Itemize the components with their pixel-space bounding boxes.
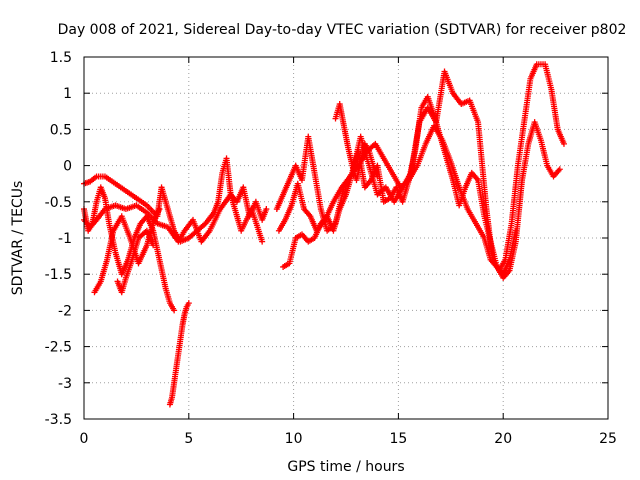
data-point <box>512 227 519 234</box>
y-axis-label: SDTVAR / TECUs <box>10 181 26 296</box>
y-tick-label: -1 <box>58 231 72 247</box>
grid-lines <box>84 57 608 419</box>
data-point <box>171 307 178 314</box>
y-tick-label: 0 <box>63 159 72 175</box>
x-tick-label: 25 <box>599 431 617 447</box>
chart-title: Day 008 of 2021, Sidereal Day-to-day VTE… <box>58 22 627 38</box>
data-point <box>185 300 192 307</box>
data-point <box>263 206 270 213</box>
data-point <box>150 242 157 249</box>
data-point <box>156 206 163 213</box>
x-tick-label: 5 <box>184 431 193 447</box>
data-point <box>560 140 567 147</box>
data-point <box>259 238 266 245</box>
x-axis-label: GPS time / hours <box>287 459 404 475</box>
y-tick-label: -2.5 <box>45 340 72 356</box>
y-tick-label: 0.5 <box>50 122 72 138</box>
y-tick-label: 1 <box>63 86 72 102</box>
x-tick-label: 10 <box>285 431 303 447</box>
data-point <box>556 166 563 173</box>
y-tick-label: -3 <box>58 376 72 392</box>
y-tick-label: -0.5 <box>45 195 72 211</box>
x-tick-label: 0 <box>80 431 89 447</box>
x-tick-label: 20 <box>494 431 512 447</box>
data-points <box>81 61 567 408</box>
plot-border <box>83 56 609 420</box>
y-tick-label: -3.5 <box>45 412 72 428</box>
x-tick-label: 15 <box>389 431 407 447</box>
y-tick-label: -1.5 <box>45 267 72 283</box>
data-point <box>374 173 381 180</box>
y-tick-label: 1.5 <box>50 50 72 66</box>
y-tick-label: -2 <box>58 303 72 319</box>
